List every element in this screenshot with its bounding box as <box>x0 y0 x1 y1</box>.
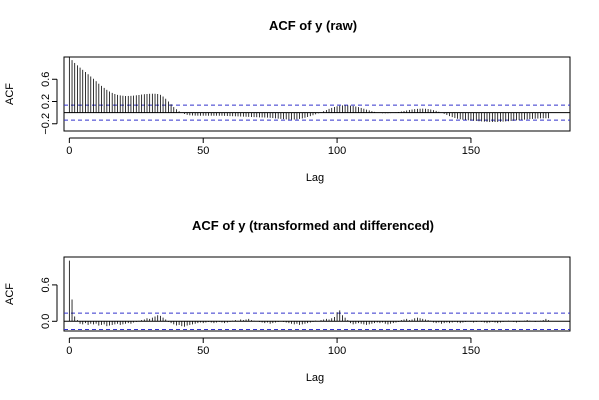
y-axis-label: ACF <box>4 83 16 105</box>
y-tick-label: −0.2 <box>40 113 52 135</box>
y-axis: −0.2 0.2 0.6 <box>40 72 58 135</box>
x-axis-label: Lag <box>306 172 324 184</box>
x-axis: 0 50 100 150 <box>66 337 480 357</box>
acf-panel-transformed: ACF of y (transformed and differenced) 0… <box>4 218 571 384</box>
chart-title: ACF of y (raw) <box>269 18 357 33</box>
x-tick-label: 100 <box>328 145 346 157</box>
bars-layer <box>64 57 570 122</box>
y-axis-label: ACF <box>4 283 16 305</box>
x-axis-label: Lag <box>306 372 324 384</box>
x-tick-label: 100 <box>328 345 346 357</box>
y-tick-label: 0.6 <box>40 277 52 292</box>
plot-frame <box>63 256 571 332</box>
x-axis: 0 50 100 150 <box>66 137 480 157</box>
y-axis: 0.0 0.6 <box>40 277 58 329</box>
x-tick-label: 50 <box>197 345 209 357</box>
x-tick-label: 0 <box>66 345 72 357</box>
bars-layer <box>64 260 570 330</box>
x-tick-label: 50 <box>197 145 209 157</box>
chart-title: ACF of y (transformed and differenced) <box>192 218 434 233</box>
y-tick-label: 0.2 <box>40 94 52 109</box>
y-tick-label: 0.0 <box>40 314 52 329</box>
x-tick-label: 150 <box>462 145 480 157</box>
plot-frame <box>63 56 571 132</box>
x-tick-label: 150 <box>462 345 480 357</box>
acf-panel-raw: ACF of y (raw) 0 50 100 150 −0.20.20.6 Lag … <box>4 18 571 184</box>
y-tick-label: 0.6 <box>40 72 52 87</box>
x-tick-label: 0 <box>66 145 72 157</box>
